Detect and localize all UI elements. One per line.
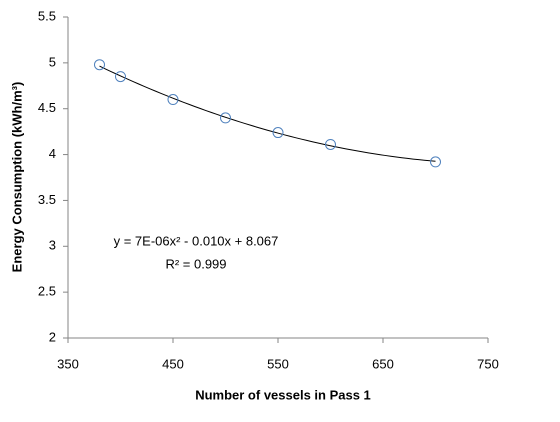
data-point bbox=[94, 59, 105, 71]
x-tick-label: 450 bbox=[162, 356, 184, 371]
data-point bbox=[220, 112, 231, 124]
data-point bbox=[325, 138, 336, 150]
data-point bbox=[115, 71, 126, 83]
y-tick-label: 4 bbox=[49, 146, 56, 161]
y-axis-title: Energy Consumption (kWh/m³) bbox=[9, 82, 24, 273]
y-tick-label: 3 bbox=[49, 238, 56, 253]
annotation: R² = 0.999 bbox=[165, 256, 226, 271]
y-tick-label: 5.5 bbox=[38, 8, 56, 23]
y-tick-label: 2.5 bbox=[38, 284, 56, 299]
y-tick-label: 2 bbox=[49, 329, 56, 344]
x-axis-title: Number of vessels in Pass 1 bbox=[195, 387, 371, 402]
data-point bbox=[430, 156, 441, 168]
y-tick-label: 4.5 bbox=[38, 100, 56, 115]
x-tick-label: 550 bbox=[267, 356, 289, 371]
x-tick-label: 750 bbox=[477, 356, 499, 371]
x-tick-label: 650 bbox=[372, 356, 394, 371]
trendline bbox=[99, 65, 436, 162]
data-point bbox=[272, 127, 284, 139]
x-tick-label: 350 bbox=[57, 356, 79, 371]
annotation: y = 7E-06x² - 0.010x + 8.067 bbox=[114, 233, 279, 248]
data-point bbox=[167, 94, 179, 106]
y-tick-label: 5 bbox=[49, 54, 56, 69]
y-tick-label: 3.5 bbox=[38, 192, 56, 207]
